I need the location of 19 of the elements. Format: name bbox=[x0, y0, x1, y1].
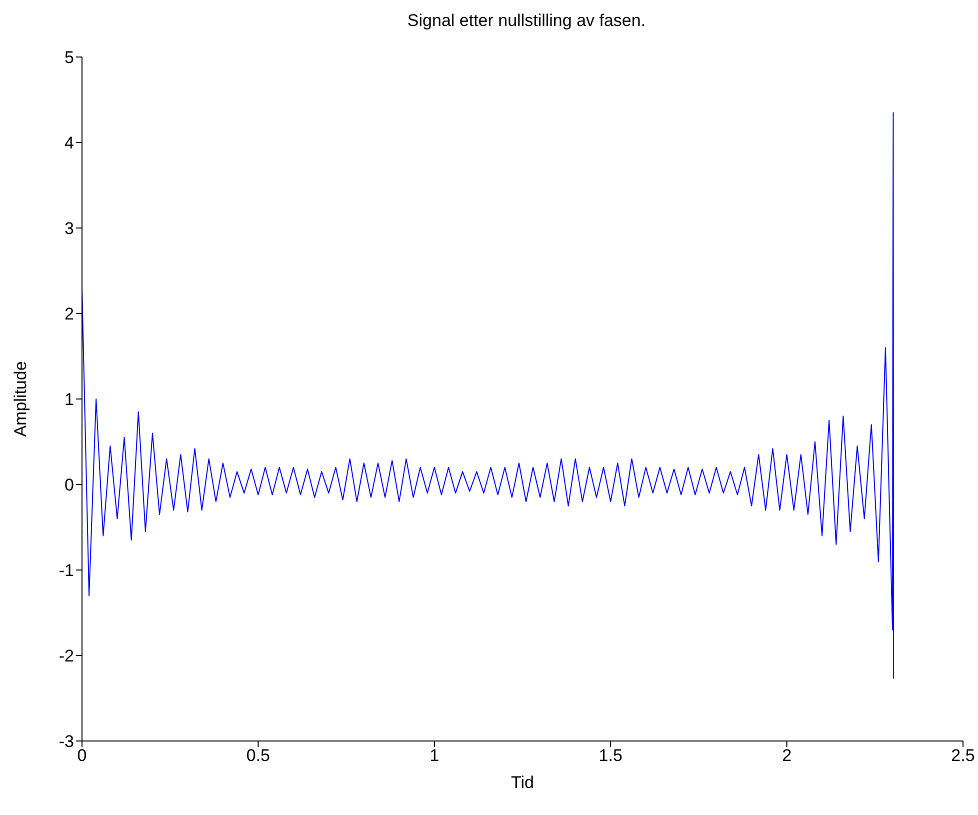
x-tick-label: 0 bbox=[77, 746, 87, 766]
x-tick-label: 2.5 bbox=[951, 746, 975, 766]
y-tick-label: -2 bbox=[58, 646, 74, 666]
x-tick-label: 2 bbox=[782, 746, 792, 766]
y-axis-title: Amplitude bbox=[11, 361, 30, 437]
y-tick-label: 0 bbox=[64, 476, 74, 495]
y-tick-label: 3 bbox=[64, 219, 74, 238]
x-tick-label: 1.5 bbox=[598, 746, 622, 766]
chart-title: Signal etter nullstilling av fasen. bbox=[406, 11, 647, 31]
y-tick-label: 4 bbox=[64, 134, 74, 153]
line-series bbox=[82, 112, 894, 680]
y-tick-label: 1 bbox=[64, 390, 74, 410]
y-tick-label: 2 bbox=[64, 304, 74, 324]
x-axis-title: Tid bbox=[511, 773, 534, 792]
y-tick-label: 5 bbox=[64, 48, 74, 68]
x-tick-label: 0.5 bbox=[246, 746, 270, 766]
y-tick-label: -1 bbox=[58, 561, 74, 580]
x-tick-label: 1 bbox=[430, 746, 440, 766]
y-tick-label: -3 bbox=[58, 732, 74, 752]
